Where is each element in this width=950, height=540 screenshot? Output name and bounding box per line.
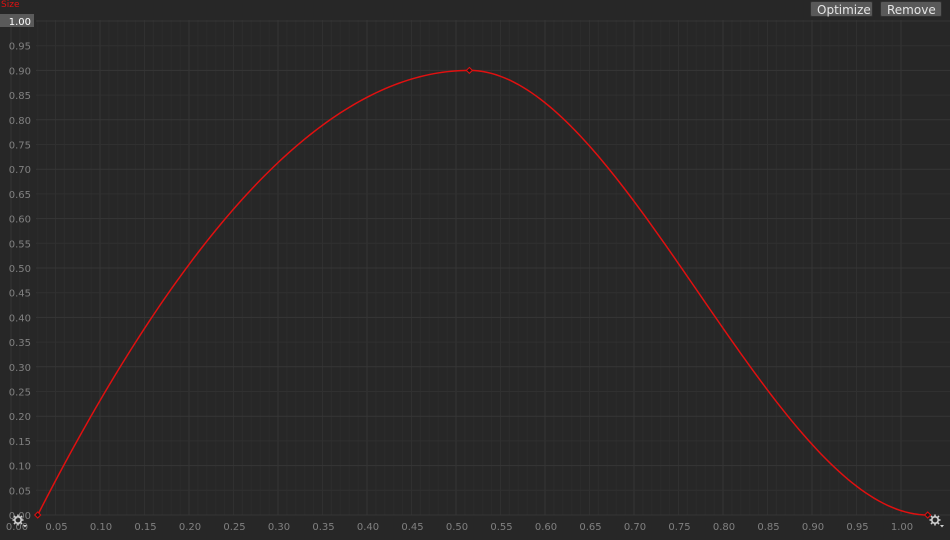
x-axis-labels: 0.00 0.05 0.10 0.15 0.20 0.25 0.30 0.35 0.40 0.45… bbox=[6, 522, 913, 533]
curve-key[interactable] bbox=[923, 511, 932, 519]
x-tick-label: 0.85 bbox=[757, 522, 779, 533]
x-tick-label: 0.05 bbox=[45, 522, 67, 533]
curve-key[interactable] bbox=[33, 511, 42, 519]
x-tick-label: 0.90 bbox=[802, 522, 824, 533]
grid-major-lines bbox=[10, 20, 950, 516]
y-tick-label: 1.00 bbox=[9, 17, 31, 28]
y-tick-label: 0.10 bbox=[9, 462, 31, 473]
x-tick-label: 1.00 bbox=[891, 522, 913, 533]
y-tick-label: 0.65 bbox=[9, 190, 31, 201]
y-tick-label: 0.15 bbox=[9, 437, 31, 448]
x-tick-label: 0.55 bbox=[490, 522, 512, 533]
y-max-label-background bbox=[0, 14, 34, 27]
remove-button[interactable]: Remove bbox=[880, 1, 942, 17]
y-tick-label: 0.40 bbox=[9, 313, 31, 324]
x-tick-label: 0.45 bbox=[401, 522, 423, 533]
y-tick-label: 0.25 bbox=[9, 388, 31, 399]
curve-title: Size bbox=[1, 0, 20, 10]
size-curve[interactable] bbox=[37, 69, 928, 516]
y-tick-label: 0.60 bbox=[9, 215, 31, 226]
x-tick-label: 0.40 bbox=[357, 522, 379, 533]
y-tick-label: 0.90 bbox=[9, 66, 31, 77]
x-tick-label: 0.20 bbox=[179, 522, 201, 533]
y-tick-label: 0.30 bbox=[9, 363, 31, 374]
y-tick-label: 0.05 bbox=[9, 486, 31, 497]
x-tick-label: 0.65 bbox=[579, 522, 601, 533]
y-tick-label: 0.95 bbox=[9, 42, 31, 53]
curve-keys[interactable] bbox=[33, 66, 932, 519]
y-tick-label: 0.50 bbox=[9, 264, 31, 275]
y-tick-label: 0.55 bbox=[9, 239, 31, 250]
gear-icon[interactable] bbox=[11, 514, 27, 528]
x-tick-label: 0.70 bbox=[624, 522, 646, 533]
y-tick-label: 0.20 bbox=[9, 412, 31, 423]
y-axis-labels: 0.000.050.100.150.200.250.300.350.400.45… bbox=[0, 14, 34, 522]
y-tick-label: 0.85 bbox=[9, 91, 31, 102]
x-tick-label: 0.75 bbox=[668, 522, 690, 533]
y-tick-label: 0.35 bbox=[9, 338, 31, 349]
x-tick-label: 0.35 bbox=[312, 522, 334, 533]
x-tick-label: 0.60 bbox=[535, 522, 557, 533]
x-tick-label: 0.25 bbox=[223, 522, 245, 533]
x-tick-label: 0.15 bbox=[134, 522, 156, 533]
y-tick-label: 0.70 bbox=[9, 165, 31, 176]
x-tick-label: 0.10 bbox=[90, 522, 112, 533]
y-tick-label: 0.80 bbox=[9, 116, 31, 127]
x-tick-label: 0.80 bbox=[713, 522, 735, 533]
x-tick-label: 0.30 bbox=[268, 522, 290, 533]
y-tick-label: 0.45 bbox=[9, 289, 31, 300]
optimize-button[interactable]: Optimize bbox=[810, 1, 873, 17]
x-tick-label: 0.95 bbox=[846, 522, 868, 533]
y-tick-label: 0.75 bbox=[9, 141, 31, 152]
curve-key[interactable] bbox=[465, 66, 474, 75]
x-tick-label: 0.00 bbox=[6, 522, 28, 533]
x-tick-label: 0.50 bbox=[446, 522, 468, 533]
gear-icon[interactable] bbox=[928, 514, 944, 528]
